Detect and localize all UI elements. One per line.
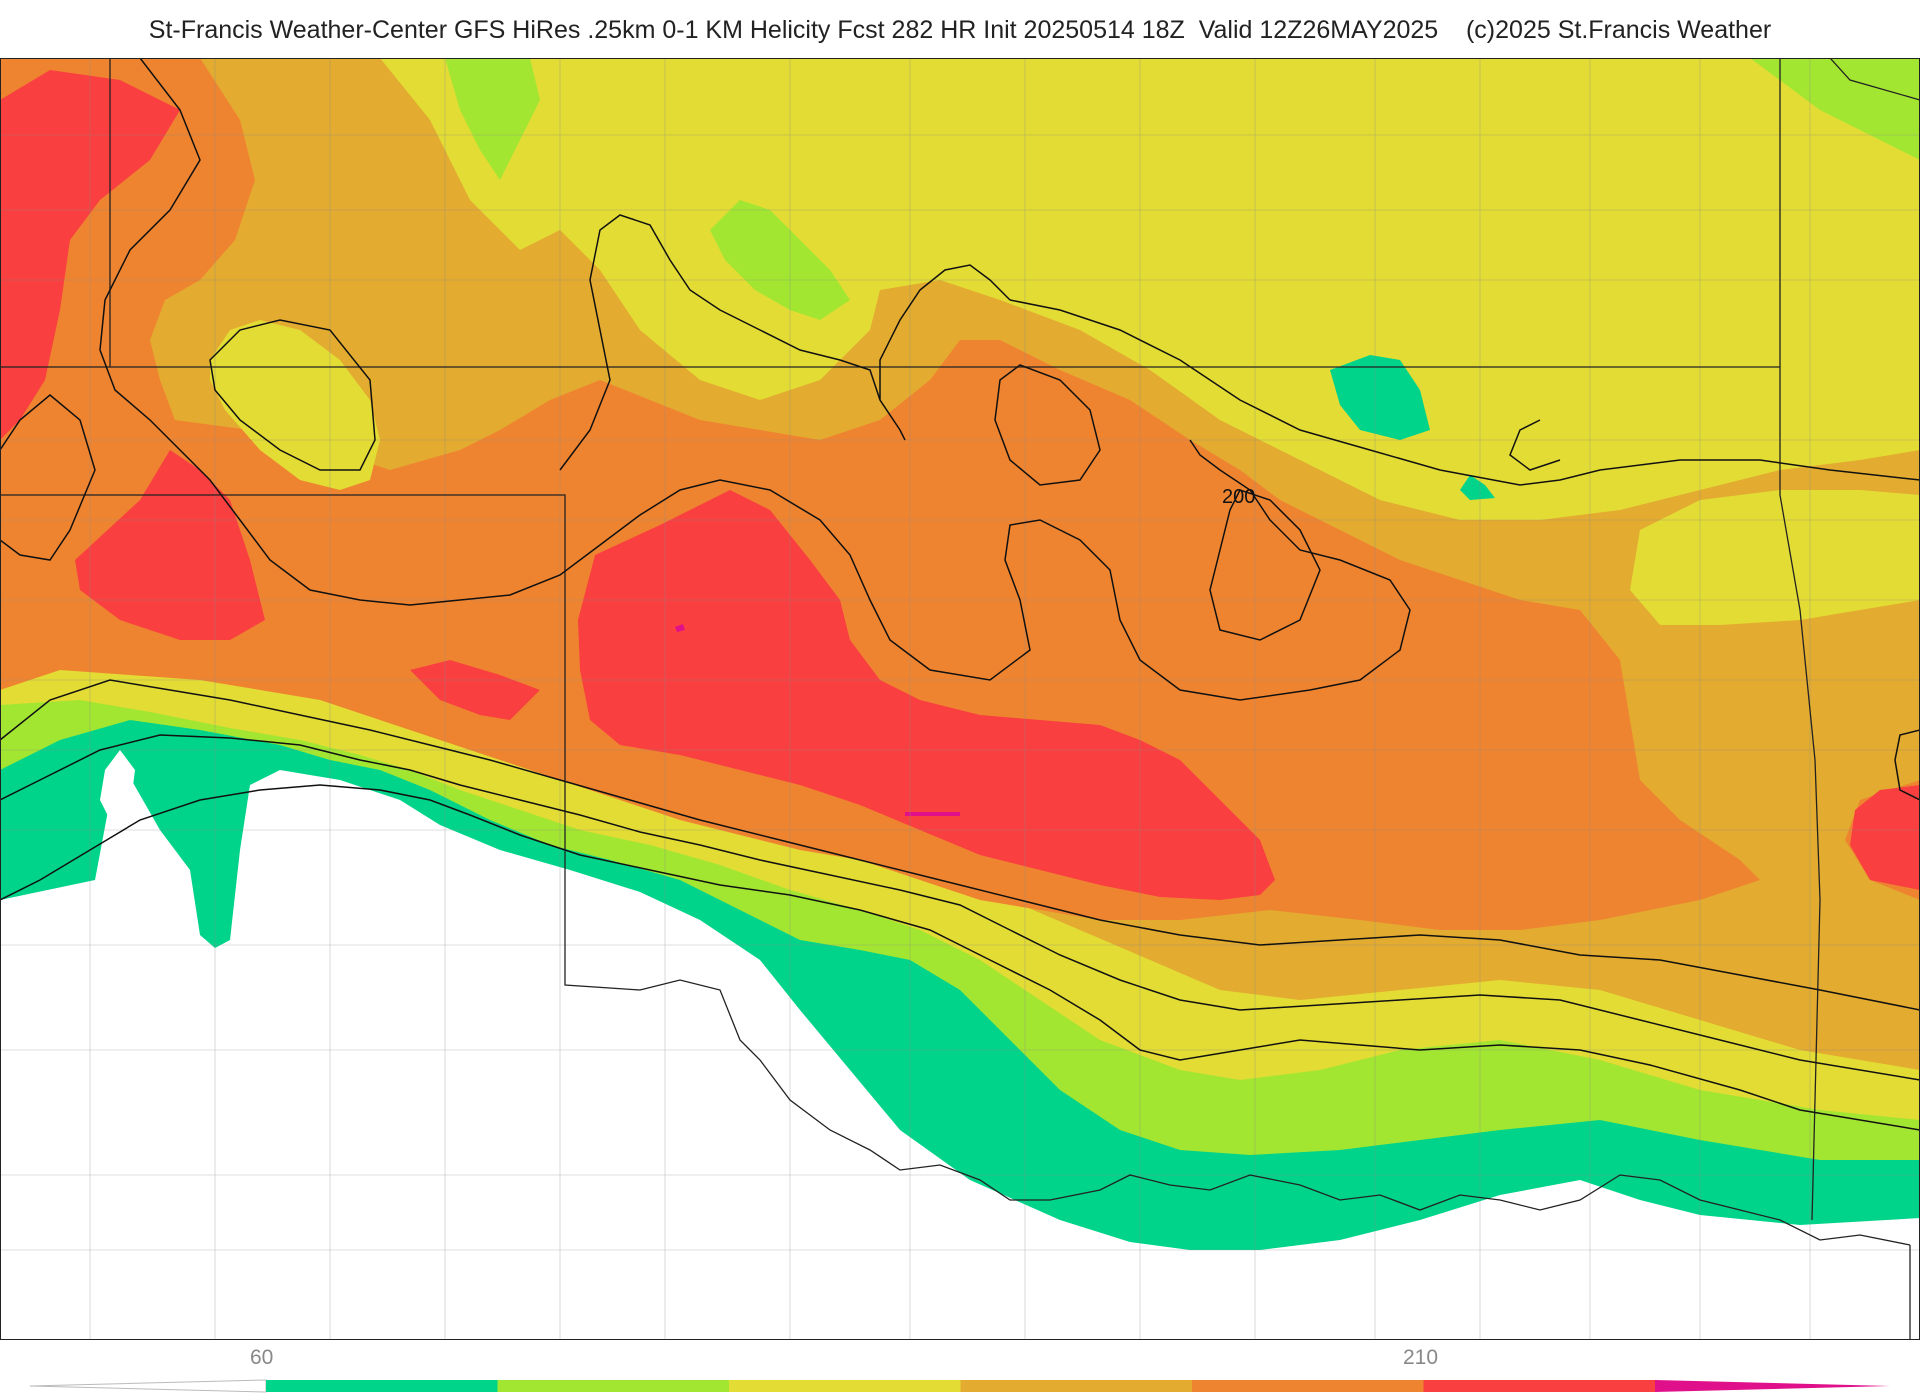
- helicity-contours: [0, 58, 1920, 1131]
- band-orange: [0, 58, 1760, 930]
- colorbar-bin-4: [1192, 1380, 1424, 1392]
- yellow-pocket-northwest: [210, 320, 380, 490]
- state-line-4: [0, 494, 1911, 1246]
- contour-12: [1509, 419, 1561, 471]
- red-core-east: [1850, 785, 1920, 890]
- contour-5: [99, 58, 1411, 701]
- helicity-map: 200: [0, 58, 1920, 1340]
- helicity-max-spot-1: [905, 812, 960, 816]
- state-line-3: [1779, 58, 1821, 1221]
- county-boundaries: [0, 58, 1920, 1340]
- colorbar-bin-2: [729, 1380, 961, 1392]
- contour-8: [1209, 489, 1321, 641]
- contour-2: [0, 734, 1920, 1081]
- colorbar: [29, 1379, 1890, 1393]
- contour-10: [879, 264, 1011, 400]
- white-notch-west: [100, 750, 135, 830]
- yellow-pocket-east: [1630, 490, 1920, 625]
- colorbar-tick-60: 60: [250, 1346, 274, 1369]
- green-pocket-east-2: [1460, 475, 1495, 500]
- colorbar-bins: [266, 1380, 1656, 1392]
- colorbar-low-extend: [29, 1379, 267, 1393]
- contour-7: [994, 364, 1101, 486]
- contour-6: [209, 319, 376, 471]
- colorbar-bin-3: [960, 1380, 1193, 1392]
- state-boundaries: [0, 58, 1920, 1340]
- red-core-northwest: [0, 70, 180, 440]
- red-core-west: [75, 450, 265, 640]
- contour-11: [1009, 299, 1920, 486]
- map-title: St-Francis Weather-Center GFS HiRes .25k…: [148, 16, 1772, 44]
- helicity-max-spot-2: [675, 624, 685, 632]
- green-pocket-east-1: [1330, 355, 1430, 440]
- lightgreen-pocket-north-2: [710, 200, 850, 320]
- state-line-5: [1829, 58, 1920, 101]
- contour-4: [0, 394, 96, 561]
- lightgreen-pocket-north-1: [445, 58, 540, 180]
- colorbar-bin-0: [266, 1380, 498, 1392]
- colorbar-bin-1: [497, 1380, 730, 1392]
- red-core-main: [578, 490, 1275, 900]
- red-core-small-1: [410, 660, 540, 720]
- contour-9: [559, 214, 906, 471]
- colorbar-tick-210: 210: [1403, 1346, 1439, 1369]
- contour-3: [0, 679, 1920, 1011]
- colorbar-high-extend: [1655, 1380, 1890, 1392]
- contour-1: [0, 784, 1920, 1131]
- colorbar-bin-5: [1423, 1380, 1656, 1392]
- contour-label-200: 200: [1222, 486, 1255, 508]
- contour-13: [1894, 729, 1920, 801]
